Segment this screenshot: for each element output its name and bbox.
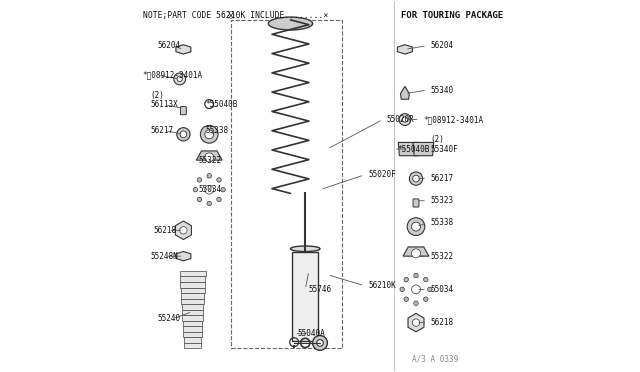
Polygon shape (401, 86, 410, 99)
FancyBboxPatch shape (182, 315, 203, 321)
Text: 55040A: 55040A (298, 329, 326, 338)
Circle shape (410, 172, 422, 185)
Polygon shape (397, 45, 412, 54)
Circle shape (221, 187, 225, 192)
Text: (2): (2) (150, 91, 164, 100)
Polygon shape (403, 247, 429, 256)
Circle shape (180, 227, 187, 234)
Circle shape (207, 201, 211, 206)
Text: ※: ※ (226, 11, 234, 20)
Polygon shape (196, 151, 222, 160)
Circle shape (404, 297, 408, 301)
Circle shape (413, 175, 419, 182)
Text: 56217: 56217 (431, 174, 454, 183)
FancyBboxPatch shape (180, 107, 186, 115)
Circle shape (207, 174, 211, 178)
Text: 55340F: 55340F (431, 145, 458, 154)
Text: 55034: 55034 (198, 185, 221, 194)
Text: 56113X: 56113X (150, 100, 178, 109)
FancyBboxPatch shape (182, 304, 204, 310)
FancyBboxPatch shape (292, 253, 318, 341)
Text: 56218: 56218 (431, 318, 454, 327)
Ellipse shape (268, 17, 312, 30)
FancyBboxPatch shape (180, 288, 205, 293)
Text: 55322: 55322 (431, 251, 454, 261)
Text: 55248N: 55248N (150, 251, 178, 261)
FancyBboxPatch shape (184, 332, 202, 337)
FancyBboxPatch shape (180, 276, 205, 282)
Circle shape (412, 222, 420, 231)
Text: 56210K: 56210K (368, 281, 396, 290)
Polygon shape (413, 142, 434, 156)
Circle shape (414, 273, 418, 278)
FancyBboxPatch shape (180, 271, 205, 276)
Text: FOR TOURING PACKAGE: FOR TOURING PACKAGE (401, 11, 503, 20)
Circle shape (404, 278, 408, 282)
Text: 55323: 55323 (431, 196, 454, 205)
Polygon shape (175, 221, 191, 240)
Text: NOTE;PART CODE 56210K INCLUDE........×: NOTE;PART CODE 56210K INCLUDE........× (143, 11, 328, 20)
Circle shape (180, 131, 187, 138)
Circle shape (407, 218, 425, 235)
FancyBboxPatch shape (180, 282, 205, 288)
Circle shape (412, 249, 420, 258)
Circle shape (414, 301, 418, 305)
Text: 55746: 55746 (309, 285, 332, 294)
Text: (2): (2) (431, 135, 445, 144)
Circle shape (428, 287, 432, 292)
Text: 55340: 55340 (431, 86, 454, 94)
Ellipse shape (312, 336, 328, 350)
Polygon shape (176, 251, 191, 261)
Circle shape (197, 197, 202, 202)
Polygon shape (408, 313, 424, 332)
Text: 56218: 56218 (154, 226, 177, 235)
Circle shape (412, 285, 420, 294)
Circle shape (197, 178, 202, 182)
FancyBboxPatch shape (183, 321, 202, 326)
FancyBboxPatch shape (184, 337, 202, 343)
Circle shape (177, 76, 182, 81)
Text: 55020R: 55020R (387, 115, 414, 124)
Polygon shape (176, 45, 191, 54)
Text: 56204: 56204 (431, 41, 454, 50)
Circle shape (424, 278, 428, 282)
FancyBboxPatch shape (181, 293, 204, 299)
Text: *ⓝ08912-3401A: *ⓝ08912-3401A (424, 115, 483, 124)
Text: 56217: 56217 (150, 126, 173, 135)
Text: A/3 A 0339: A/3 A 0339 (412, 354, 458, 363)
Circle shape (217, 197, 221, 202)
Text: 56204: 56204 (157, 41, 180, 50)
Circle shape (174, 73, 186, 85)
Circle shape (424, 297, 428, 301)
Ellipse shape (291, 246, 320, 251)
Circle shape (205, 153, 214, 162)
Text: *55040B: *55040B (397, 145, 430, 154)
FancyBboxPatch shape (183, 326, 202, 332)
Ellipse shape (317, 340, 323, 346)
Text: 55020F: 55020F (368, 170, 396, 179)
Circle shape (217, 178, 221, 182)
Polygon shape (398, 142, 419, 156)
Circle shape (205, 130, 214, 139)
FancyBboxPatch shape (182, 310, 203, 315)
Circle shape (399, 113, 411, 125)
Circle shape (200, 125, 218, 143)
Circle shape (205, 185, 214, 194)
Text: 55240: 55240 (157, 314, 180, 323)
FancyBboxPatch shape (413, 199, 419, 207)
FancyBboxPatch shape (181, 299, 204, 304)
Text: *55040B: *55040B (205, 100, 238, 109)
Circle shape (403, 117, 408, 122)
Text: *ⓝ08912-3401A: *ⓝ08912-3401A (143, 71, 203, 80)
Text: 55322: 55322 (198, 155, 221, 165)
FancyBboxPatch shape (184, 343, 201, 349)
Text: 55034: 55034 (431, 285, 454, 294)
Circle shape (193, 187, 198, 192)
Circle shape (400, 287, 404, 292)
Circle shape (412, 319, 420, 326)
Text: 55338: 55338 (205, 126, 228, 135)
Circle shape (177, 128, 190, 141)
Text: 55338: 55338 (431, 218, 454, 227)
